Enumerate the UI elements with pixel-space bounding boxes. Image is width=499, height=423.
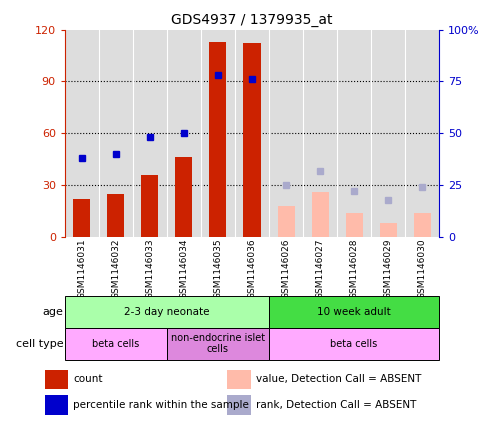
Bar <box>167 328 269 360</box>
Bar <box>345 213 363 237</box>
Bar <box>380 223 397 237</box>
Bar <box>73 199 90 237</box>
Bar <box>277 206 294 237</box>
Text: beta cells: beta cells <box>92 339 140 349</box>
Bar <box>269 296 439 328</box>
Text: beta cells: beta cells <box>330 339 378 349</box>
Text: age: age <box>42 307 63 317</box>
Bar <box>244 44 260 237</box>
Bar <box>414 213 431 237</box>
Text: value, Detection Call = ABSENT: value, Detection Call = ABSENT <box>256 374 421 384</box>
Bar <box>269 328 439 360</box>
Bar <box>65 296 269 328</box>
Bar <box>44 370 68 389</box>
Bar <box>65 328 167 360</box>
Bar <box>44 396 68 415</box>
Text: count: count <box>73 374 103 384</box>
Text: cell type: cell type <box>15 339 63 349</box>
Bar <box>227 396 251 415</box>
Bar <box>107 194 124 237</box>
Bar <box>227 370 251 389</box>
Text: 10 week adult: 10 week adult <box>317 307 391 317</box>
Text: non-endocrine islet
cells: non-endocrine islet cells <box>171 333 265 354</box>
Text: 2-3 day neonate: 2-3 day neonate <box>124 307 210 317</box>
Bar <box>210 42 227 237</box>
Bar <box>141 175 158 237</box>
Text: rank, Detection Call = ABSENT: rank, Detection Call = ABSENT <box>256 400 416 410</box>
Bar <box>311 192 328 237</box>
Text: percentile rank within the sample: percentile rank within the sample <box>73 400 249 410</box>
Title: GDS4937 / 1379935_at: GDS4937 / 1379935_at <box>171 13 333 27</box>
Bar <box>176 157 193 237</box>
